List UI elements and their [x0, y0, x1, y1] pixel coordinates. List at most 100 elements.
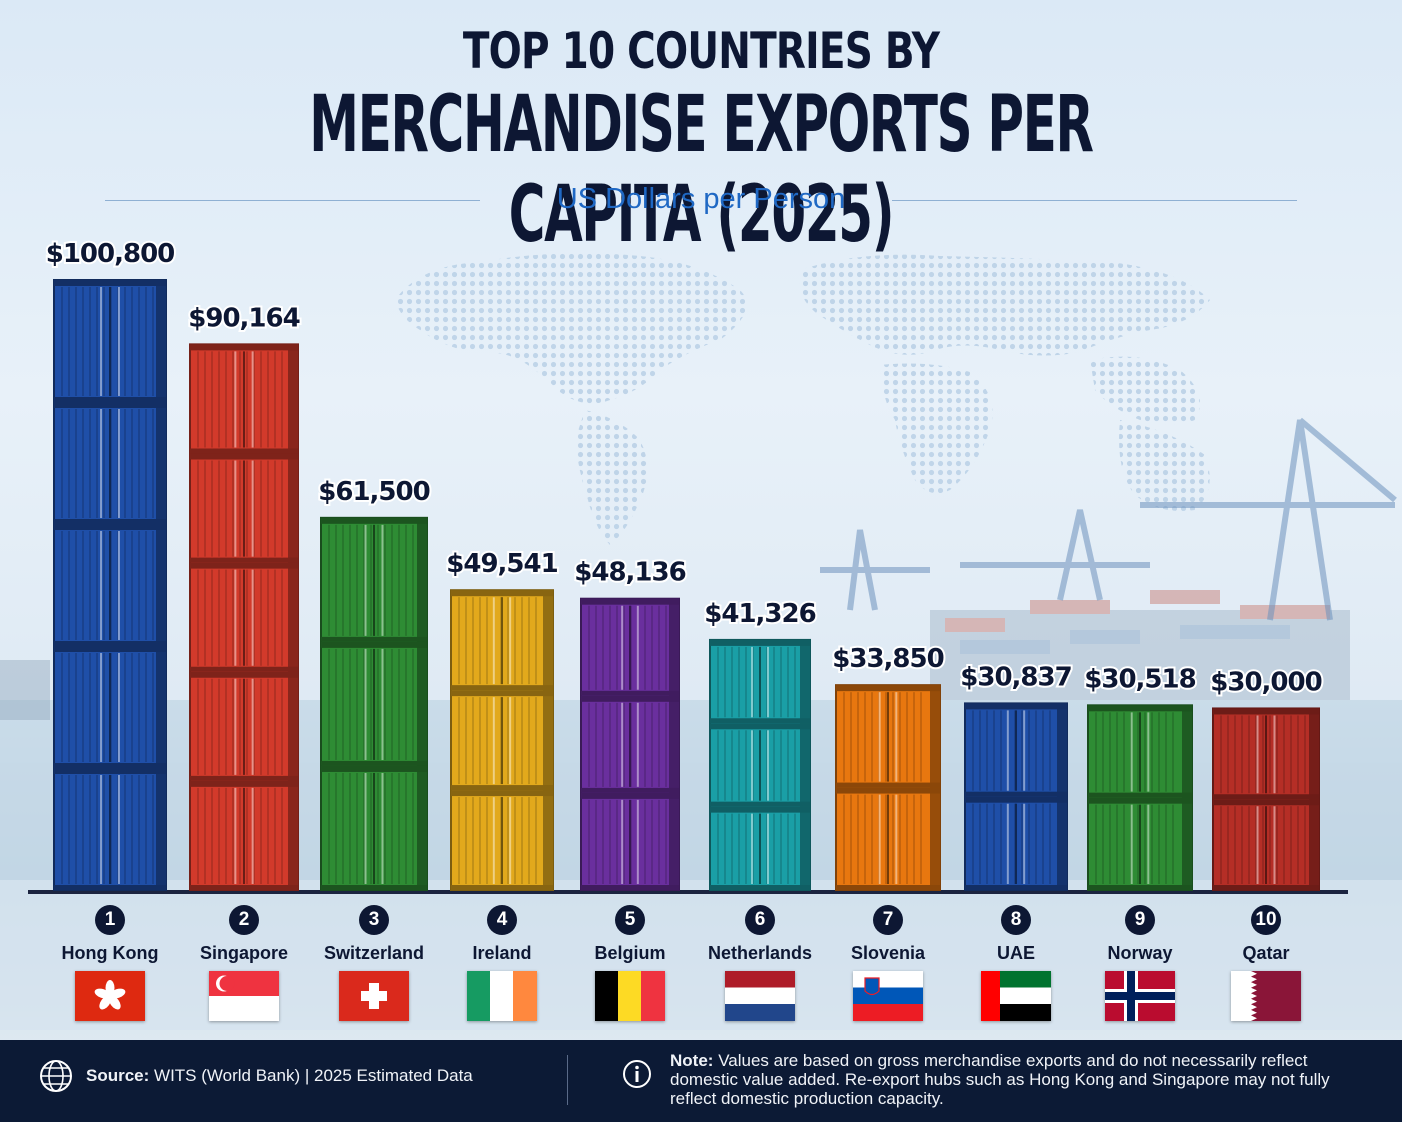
- container-bottom-rail: [54, 397, 166, 402]
- bar-hong-kong: [53, 279, 167, 891]
- container-bottom-rail: [836, 782, 940, 788]
- value-label: $100,800: [46, 239, 175, 269]
- country-name: Norway: [1107, 943, 1173, 963]
- subtitle-rule-right: [892, 200, 1297, 201]
- country-name: UAE: [996, 943, 1035, 963]
- source-text: Source: WITS (World Bank) | 2025 Estimat…: [86, 1066, 473, 1086]
- container-top-rail: [451, 590, 553, 597]
- container-top-rail: [836, 685, 940, 692]
- container-top-rail: [1213, 708, 1319, 715]
- note-text: Note: Values are based on gross merchand…: [670, 1051, 1370, 1108]
- value-label: $49,541: [446, 549, 557, 579]
- chart-baseline: [28, 890, 1348, 894]
- container-top-rail: [710, 806, 810, 813]
- container-bottom-rail: [581, 885, 679, 890]
- info-icon: [623, 1060, 651, 1088]
- chart-subtitle: US Dollars per Person: [556, 183, 846, 215]
- country-name: Hong Kong: [61, 943, 159, 963]
- container-top-rail: [836, 787, 940, 794]
- port-ships: [0, 590, 1350, 720]
- rank-badge: 6: [745, 905, 775, 935]
- footer-bar: [0, 1040, 1402, 1122]
- bar-side: [800, 639, 810, 890]
- bar-uae: [964, 702, 1068, 891]
- container-bottom-rail: [190, 557, 298, 563]
- container-top-rail: [190, 453, 298, 460]
- subtitle-rule-left: [105, 200, 480, 201]
- container-bottom-rail: [321, 760, 427, 766]
- rank-badge: 7: [873, 905, 903, 935]
- container-bottom-rail: [54, 763, 166, 768]
- flag-singapore-icon: [209, 971, 279, 1021]
- flag-belgium-icon: [595, 971, 665, 1021]
- bar-side: [156, 280, 166, 890]
- value-label: $41,326: [704, 599, 815, 629]
- rank-badge: 1: [95, 905, 125, 935]
- container-bottom-rail: [54, 519, 166, 524]
- bar-side: [417, 517, 427, 890]
- container-top-rail: [321, 641, 427, 648]
- container-top-rail: [54, 524, 166, 530]
- container-bottom-rail: [965, 791, 1067, 797]
- container-bottom-rail: [1088, 885, 1192, 890]
- container-top-rail: [710, 639, 810, 646]
- container-bottom-rail: [965, 885, 1067, 890]
- container-bottom-rail: [190, 666, 298, 672]
- value-label: $30,837: [960, 662, 1071, 692]
- container-bottom-rail: [190, 448, 298, 454]
- chart-title-line1: TOP 10 COUNTRIES BY: [462, 22, 940, 80]
- flag-ireland-icon: [467, 971, 537, 1021]
- source-label: Source:: [86, 1066, 150, 1085]
- value-label: $61,500: [318, 477, 429, 507]
- flag-switzerland-icon: [339, 971, 409, 1021]
- container-bottom-rail: [581, 787, 679, 793]
- note-label: Note:: [670, 1051, 714, 1070]
- world-map-dots: [395, 253, 1210, 545]
- container-bottom-rail: [581, 690, 679, 696]
- rank-badge: 9: [1125, 905, 1155, 935]
- bar-side: [543, 590, 553, 890]
- container-bottom-rail: [321, 636, 427, 642]
- footer-divider: [567, 1055, 568, 1105]
- flag-uae-icon: [981, 971, 1051, 1021]
- container-top-rail: [1088, 705, 1192, 712]
- container-bottom-rail: [1213, 885, 1319, 890]
- container-top-rail: [965, 703, 1067, 710]
- value-label: $30,000: [1210, 667, 1321, 697]
- country-name: Singapore: [199, 943, 288, 963]
- container-top-rail: [54, 768, 166, 774]
- bar-qatar: [1212, 707, 1320, 892]
- note-value: Values are based on gross merchandise ex…: [670, 1051, 1330, 1108]
- bar-belgium: [580, 597, 680, 891]
- container-bottom-rail: [710, 718, 810, 724]
- country-name: Slovenia: [850, 943, 926, 963]
- container-top-rail: [190, 780, 298, 787]
- container-bottom-rail: [451, 685, 553, 691]
- value-label: $33,850: [832, 644, 943, 674]
- container-top-rail: [321, 517, 427, 524]
- bar-norway: [1087, 704, 1193, 892]
- container-bottom-rail: [54, 885, 166, 890]
- container-top-rail: [581, 695, 679, 702]
- container-bottom-rail: [710, 885, 810, 890]
- rank-badge: 10: [1251, 905, 1281, 935]
- bar-side: [669, 598, 679, 890]
- country-name: Belgium: [594, 943, 666, 963]
- container-top-rail: [190, 671, 298, 678]
- bar-side: [288, 344, 298, 890]
- rank-badge: 2: [229, 905, 259, 935]
- container-bottom-rail: [710, 801, 810, 807]
- container-top-rail: [190, 344, 298, 351]
- port-cranes: [820, 417, 1397, 621]
- flag-netherlands-icon: [725, 971, 795, 1021]
- container-top-rail: [54, 646, 166, 652]
- container-bottom-rail: [451, 785, 553, 791]
- country-name: Ireland: [472, 943, 532, 963]
- rank-badge: 8: [1001, 905, 1031, 935]
- value-label: $90,164: [188, 303, 299, 333]
- container-top-rail: [451, 690, 553, 697]
- container-top-rail: [581, 792, 679, 799]
- container-top-rail: [54, 402, 166, 408]
- container-bottom-rail: [1213, 794, 1319, 800]
- container-bottom-rail: [190, 775, 298, 781]
